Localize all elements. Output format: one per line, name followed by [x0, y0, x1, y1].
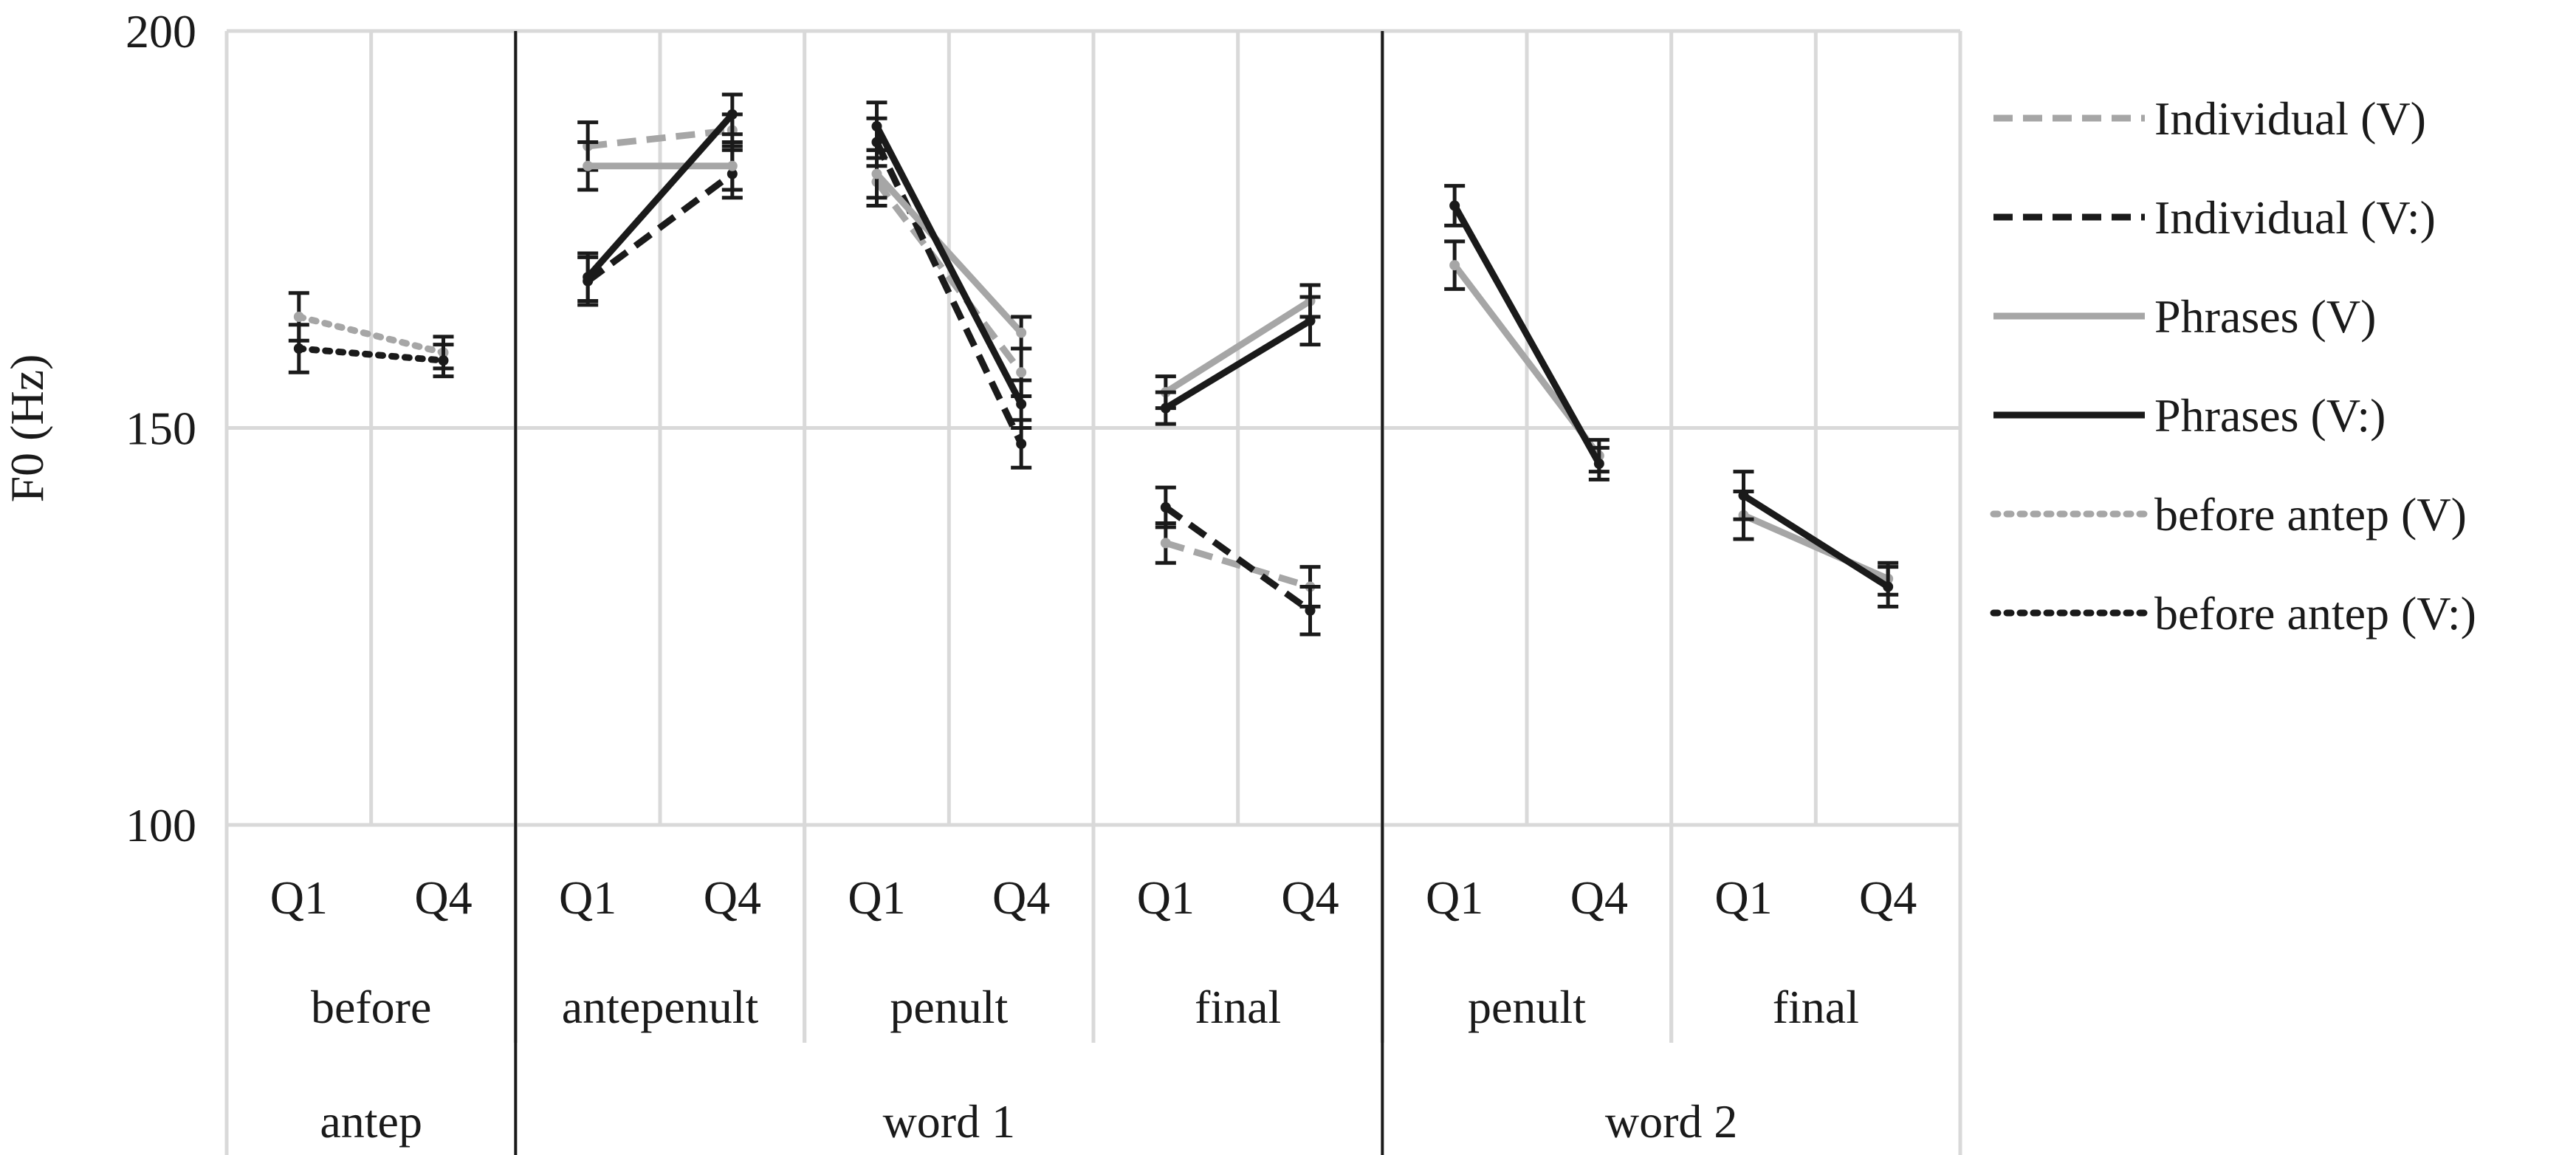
legend-item: Phrases (V): [1993, 290, 2376, 343]
legend-item: before antep (V:): [1990, 587, 2476, 640]
data-point: [1305, 605, 1316, 616]
data-point: [1160, 402, 1171, 414]
series-line: [1164, 318, 1312, 411]
x-tick-label: Q4: [414, 871, 472, 924]
series-line: [587, 126, 733, 150]
x-tick-label: Q4: [704, 871, 761, 924]
data-point: [583, 272, 594, 283]
legend-item: Phrases (V:): [1993, 389, 2386, 442]
series-line: [1164, 298, 1312, 395]
legend-label: before antep (V): [2154, 488, 2467, 541]
legend-label: before antep (V:): [2154, 587, 2476, 640]
data-point: [1449, 200, 1460, 211]
series-line: [585, 112, 735, 280]
series-line: [1452, 204, 1602, 466]
legend-item: before antep (V): [1990, 488, 2467, 541]
legend-label: Individual (V:): [2154, 191, 2436, 244]
data-point: [1160, 502, 1171, 513]
series-line: [873, 124, 1025, 406]
y-tick-label: 150: [126, 402, 196, 455]
word-group-label: word 2: [1605, 1095, 1738, 1148]
word-group-label: antep: [320, 1095, 422, 1148]
data-point: [1016, 327, 1027, 338]
syllable-group-label: before: [311, 981, 431, 1033]
word-group-label: word 1: [883, 1095, 1016, 1148]
data-point: [1738, 490, 1749, 501]
y-axis-ticks: 100 150 200: [126, 5, 196, 851]
y-tick-label: 200: [126, 5, 196, 58]
legend: Individual (V) Individual (V:) Phrases (V)…: [1990, 92, 2476, 640]
data-point: [1883, 581, 1894, 592]
series-line: [295, 345, 447, 364]
data-point: [1593, 458, 1604, 469]
x-tick-label: Q1: [559, 871, 616, 924]
series-line: [1164, 540, 1311, 590]
syllable-group-label: penult: [1468, 981, 1586, 1033]
x-axis-groups: before antepenult penult final penult final an…: [311, 981, 1859, 1148]
x-tick-label: Q4: [1281, 871, 1339, 924]
syllable-group-label: penult: [890, 981, 1008, 1033]
data-point: [1016, 399, 1027, 410]
gridlines: [224, 29, 1962, 1155]
series-line: [1742, 493, 1890, 590]
data-point: [871, 168, 882, 179]
x-tick-label: Q1: [1714, 871, 1772, 924]
data-point: [293, 312, 304, 322]
syllable-group-label: final: [1195, 981, 1281, 1033]
x-tick-label: Q1: [270, 871, 328, 924]
x-tick-label: Q4: [992, 871, 1050, 924]
legend-label: Phrases (V:): [2154, 389, 2386, 442]
series-line: [874, 171, 1024, 335]
data-point: [1160, 538, 1171, 549]
data-point: [1449, 260, 1460, 271]
data-point: [727, 109, 738, 120]
data-point: [871, 121, 882, 131]
x-axis-ticks: Q1 Q4 Q1 Q4 Q1 Q4 Q1 Q4 Q1 Q4 Q1 Q4: [270, 871, 1917, 924]
series-line: [585, 171, 735, 284]
y-axis-title: F0 (Hz): [1, 354, 53, 503]
series-line: [1164, 504, 1313, 614]
data-series: [288, 92, 1899, 637]
data-point: [293, 343, 304, 354]
syllable-group-label: antepenult: [562, 981, 759, 1033]
data-point: [583, 160, 594, 171]
legend-label: Phrases (V): [2154, 290, 2376, 343]
data-point: [438, 355, 449, 366]
y-tick-label: 100: [126, 799, 196, 851]
series-line: [295, 313, 447, 356]
x-tick-label: Q1: [848, 871, 905, 924]
data-point: [1016, 367, 1027, 378]
series-before-antep-v-: [288, 323, 454, 379]
series-line: [873, 179, 1024, 374]
series-line: [873, 140, 1025, 445]
x-tick-label: Q4: [1570, 871, 1628, 924]
series-phrases-v-: [577, 92, 1899, 609]
data-point: [727, 160, 738, 171]
legend-item: Individual (V:): [1993, 191, 2436, 244]
group-dividers: [514, 31, 1384, 1155]
x-tick-label: Q1: [1426, 871, 1483, 924]
x-tick-label: Q1: [1137, 871, 1195, 924]
data-point: [1016, 439, 1027, 449]
legend-item: Individual (V): [1993, 92, 2426, 145]
x-tick-label: Q4: [1859, 871, 1917, 924]
data-point: [1305, 315, 1316, 326]
legend-label: Individual (V): [2154, 92, 2426, 145]
syllable-group-label: final: [1773, 981, 1859, 1033]
